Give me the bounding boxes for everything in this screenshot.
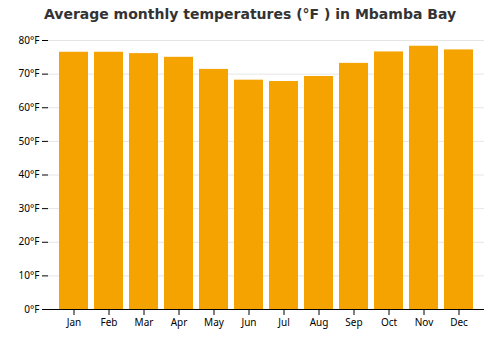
svg-text:70°F: 70°F	[19, 66, 40, 80]
svg-text:50°F: 50°F	[19, 134, 40, 148]
svg-text:30°F: 30°F	[19, 201, 40, 215]
svg-text:40°F: 40°F	[19, 167, 40, 181]
svg-text:10°F: 10°F	[19, 268, 40, 282]
html-text:Average monthly temperatures (: Average monthly temperatures (°F ) in Mb…	[43, 6, 457, 22]
svg-text:Oct: Oct	[381, 315, 398, 329]
svg-text:Mar: Mar	[135, 315, 154, 329]
svg-text:Jan: Jan	[66, 315, 82, 329]
svg-text:Apr: Apr	[171, 315, 188, 329]
svg-text:60°F: 60°F	[19, 100, 40, 114]
svg-text:Jun: Jun	[240, 315, 256, 329]
svg-text:May: May	[204, 315, 225, 329]
svg-text:Nov: Nov	[415, 315, 434, 329]
svg-text:Dec: Dec	[450, 315, 468, 329]
svg-text:80°F: 80°F	[19, 33, 40, 47]
svg-text:Jul: Jul	[277, 315, 290, 329]
svg-text:Sep: Sep	[345, 315, 362, 329]
svg-text:0°F: 0°F	[24, 302, 39, 316]
svg-text:20°F: 20°F	[19, 234, 40, 248]
svg-text:Aug: Aug	[310, 315, 329, 329]
svg-text:Feb: Feb	[101, 315, 118, 329]
